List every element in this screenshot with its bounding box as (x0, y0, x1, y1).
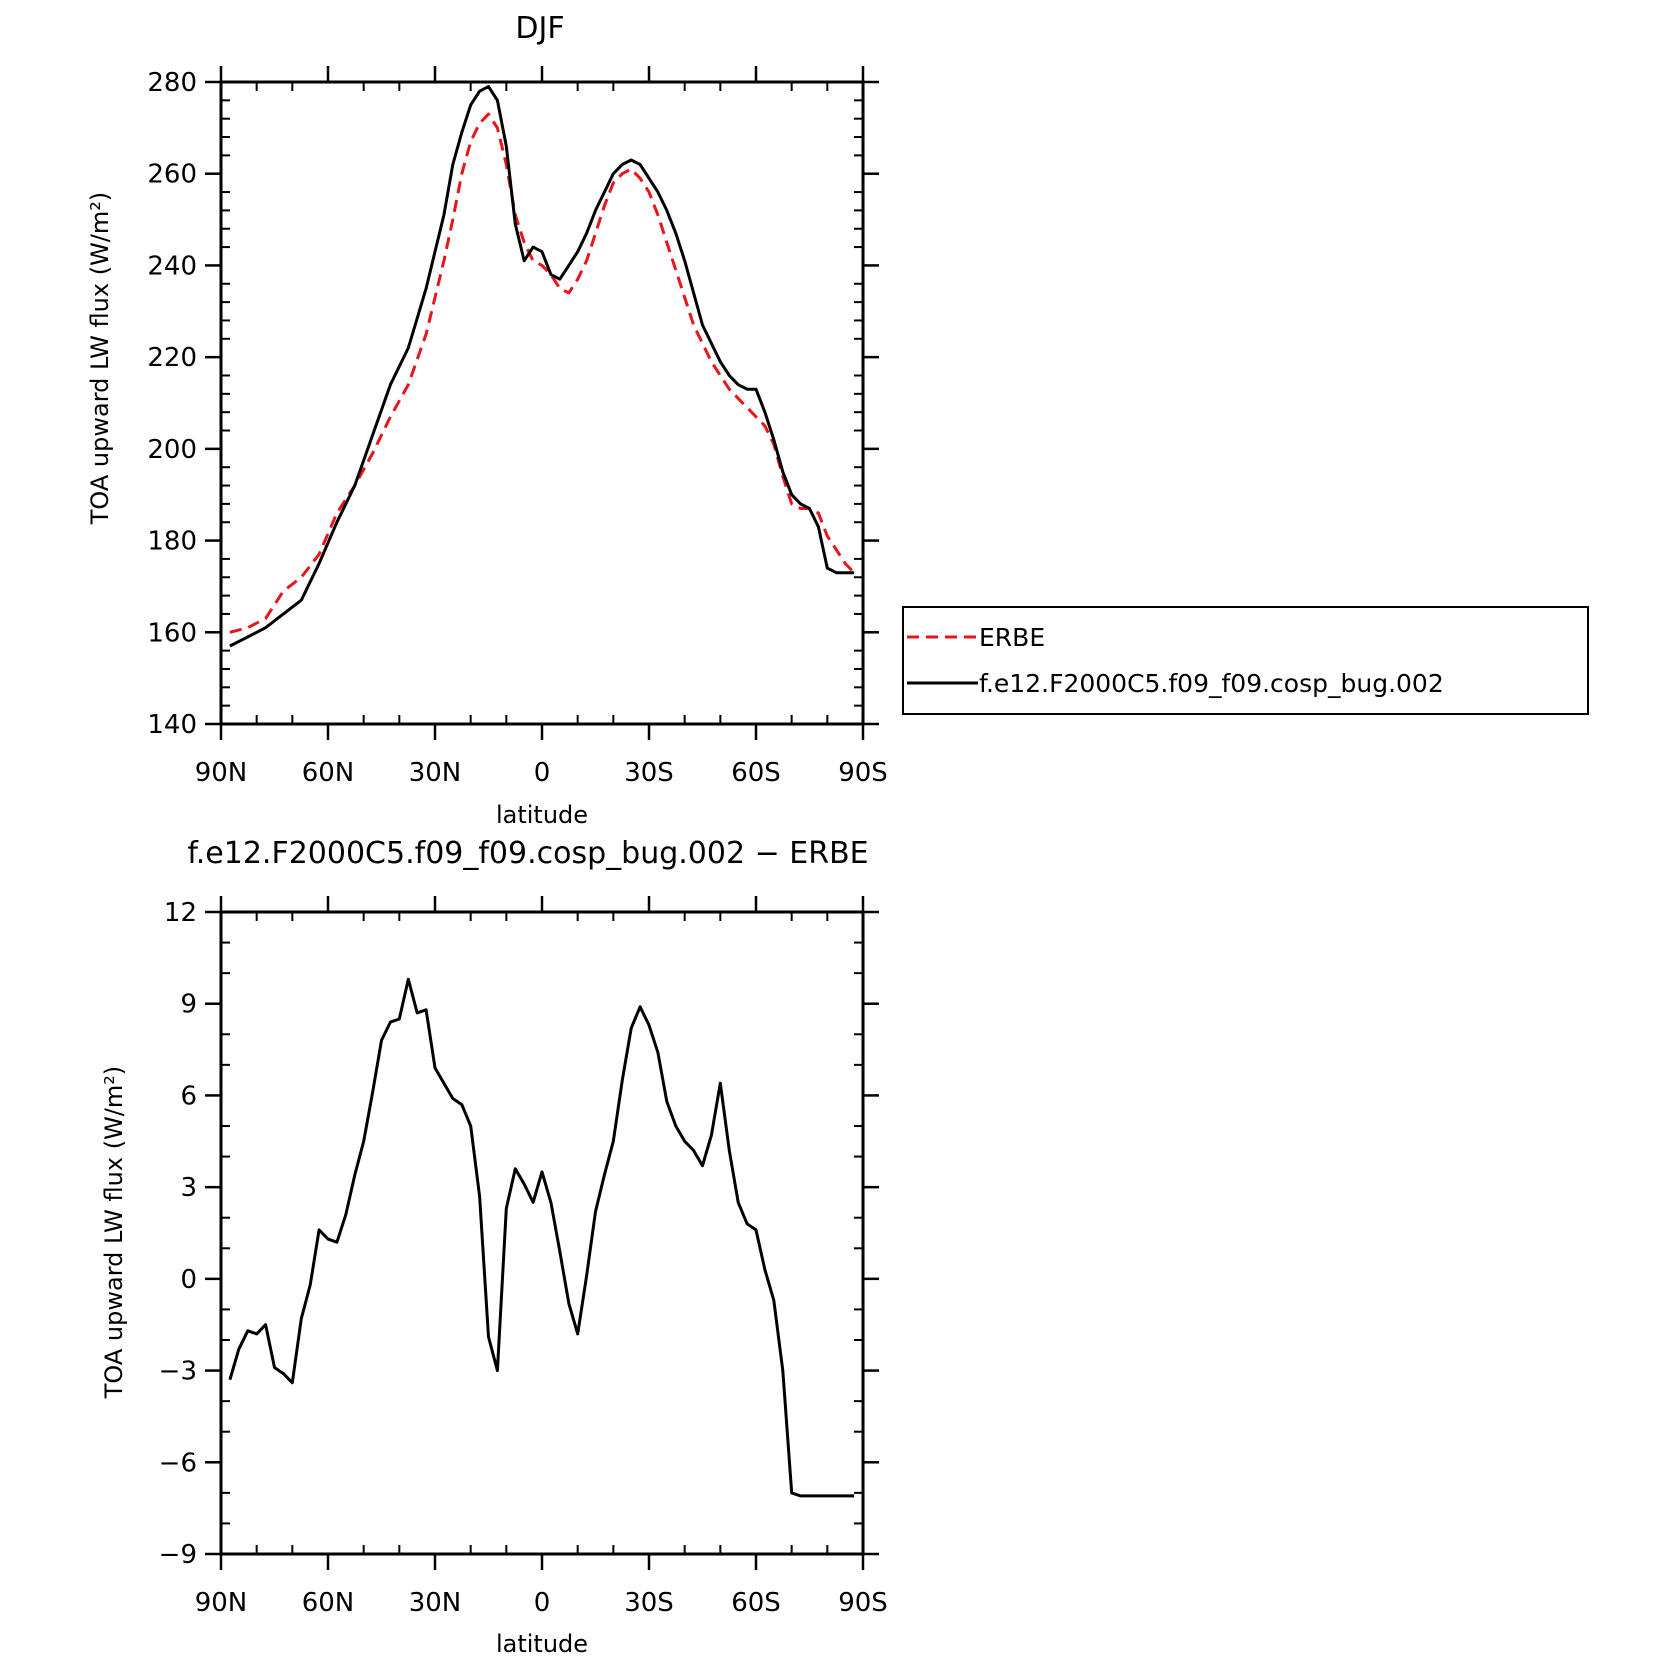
top-y-axis-label: TOA upward LW flux (W/m²) (86, 192, 114, 526)
y-tick-label: 280 (147, 68, 197, 98)
model-series-line (229, 85, 855, 648)
top-axis-ticks (205, 66, 879, 740)
bottom-chart-title: f.e12.F2000C5.f09_f09.cosp_bug.002 − ERB… (187, 836, 868, 871)
x-tick-label: 60N (302, 758, 355, 788)
top-chart-title: DJF (515, 11, 564, 46)
x-tick-label: 90S (838, 758, 888, 788)
difference-series-line (228, 977, 855, 1498)
x-tick-label: 30N (409, 1588, 462, 1618)
x-tick-label: 60N (302, 1588, 355, 1618)
x-tick-label: 90N (195, 758, 248, 788)
erbe-series-line (229, 112, 856, 634)
y-tick-label: 260 (147, 160, 197, 190)
x-tick-label: 0 (534, 1588, 551, 1618)
bottom-axis-ticks (205, 896, 879, 1570)
top-x-axis-label: latitude (496, 801, 588, 829)
y-tick-label: 140 (147, 710, 197, 740)
y-tick-label: 180 (147, 527, 197, 557)
y-tick-label: 0 (180, 1265, 197, 1295)
legend: ERBE f.e12.F2000C5.f09_f09.cosp_bug.002 (902, 606, 1589, 715)
bottom-panel: f.e12.F2000C5.f09_f09.cosp_bug.002 − ERB… (100, 836, 888, 1658)
y-tick-label: 12 (164, 898, 197, 928)
x-tick-label: 90N (195, 1588, 248, 1618)
x-tick-label: 30N (409, 758, 462, 788)
bottom-plot-series (228, 977, 855, 1498)
y-tick-label: 200 (147, 435, 197, 465)
x-tick-label: 60S (731, 1588, 781, 1618)
y-tick-label: −9 (159, 1540, 197, 1570)
top-y-tick-labels: 140 160 180 200 220 240 260 280 (147, 68, 197, 740)
legend-label-model: f.e12.F2000C5.f09_f09.cosp_bug.002 (979, 669, 1444, 698)
y-tick-label: 6 (180, 1081, 197, 1111)
top-plot-series (229, 85, 856, 648)
y-tick-label: 3 (180, 1173, 197, 1203)
top-panel: DJF 140 160 180 200 220 240 260 280 90N 60N 30N 0 3… (86, 11, 1589, 829)
y-tick-label: 240 (147, 251, 197, 281)
x-tick-label: 30S (624, 758, 674, 788)
bottom-plot-frame (219, 910, 865, 1556)
bottom-x-axis-label: latitude (496, 1630, 588, 1658)
top-x-tick-labels: 90N 60N 30N 0 30S 60S 90S (195, 758, 888, 788)
bottom-y-axis-label: TOA upward LW flux (W/m²) (100, 1066, 128, 1400)
legend-label-erbe: ERBE (979, 623, 1045, 652)
y-tick-label: −3 (159, 1357, 197, 1387)
x-tick-label: 60S (731, 758, 781, 788)
top-plot-frame (219, 80, 865, 726)
y-tick-label: 160 (147, 618, 197, 648)
y-tick-label: 220 (147, 343, 197, 373)
bottom-y-tick-labels: −9 −6 −3 0 3 6 9 12 (159, 898, 197, 1570)
y-tick-label: 9 (180, 990, 197, 1020)
x-tick-label: 90S (838, 1588, 888, 1618)
x-tick-label: 0 (534, 758, 551, 788)
y-tick-label: −6 (159, 1448, 197, 1478)
bottom-x-tick-labels: 90N 60N 30N 0 30S 60S 90S (195, 1588, 888, 1618)
x-tick-label: 30S (624, 1588, 674, 1618)
legend-box (902, 606, 1589, 715)
